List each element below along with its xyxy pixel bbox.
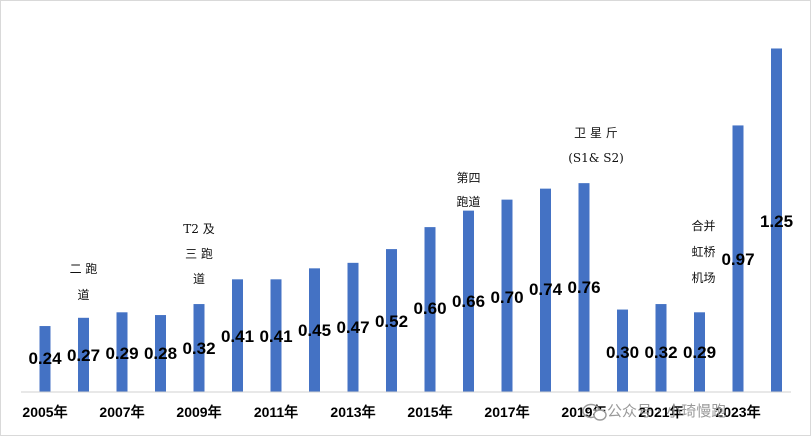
annotation-line: 道 — [77, 288, 89, 302]
annotation-line: 第四 — [456, 171, 480, 185]
x-tick-label: 2013年 — [330, 404, 375, 420]
x-tick-label: 2009年 — [176, 404, 221, 420]
data-label: 0.47 — [336, 318, 369, 337]
bar-2008年 — [155, 315, 166, 392]
bar-2009年 — [193, 304, 205, 392]
x-tick-label: 2007年 — [99, 404, 144, 420]
bar-2012年 — [309, 268, 320, 392]
annotation-line: 卫 星 斤 — [574, 126, 618, 140]
x-tick-label: 2017年 — [484, 404, 529, 420]
bar-2021年 — [655, 304, 667, 392]
bar-2018年 — [540, 188, 551, 392]
bar-2015年 — [424, 227, 436, 392]
data-label: 1.25 — [760, 212, 793, 231]
annotation-line: 机场 — [691, 271, 715, 285]
chat-bubble-icon — [582, 403, 607, 421]
x-tick-label: 2023年 — [715, 404, 760, 420]
data-label: 0.41 — [259, 327, 292, 346]
bar-2022年 — [694, 312, 705, 392]
x-tick-label: 2011年 — [254, 404, 298, 420]
data-label: 0.28 — [144, 344, 177, 363]
data-label: 0.66 — [452, 292, 485, 311]
bar-2013年 — [347, 262, 359, 392]
data-labels-layer: 0.24 0.27 0.29 0.28 0.32 0.41 0.41 0.45 0.47 0.52… — [28, 212, 793, 368]
data-label: 0.29 — [105, 344, 138, 363]
bar-2006年 — [78, 317, 89, 392]
data-label: 0.60 — [413, 299, 446, 318]
data-label: 0.32 — [182, 339, 215, 358]
bar-2011年 — [270, 279, 282, 392]
annotation: 卫 星 斤 (S1& S2) — [568, 126, 624, 165]
bar-2007年 — [116, 312, 128, 392]
bar-2017年 — [501, 199, 513, 392]
annotation-line: 道 — [193, 272, 205, 286]
x-tick-label: 2021年 — [638, 404, 683, 420]
data-label: 0.52 — [375, 312, 408, 331]
annotation-line: 虹桥 — [691, 245, 715, 259]
annotation-line: 三 跑 — [185, 247, 213, 261]
annotation-line: 二 跑 — [70, 262, 98, 276]
bar-2010年 — [232, 279, 243, 392]
data-label: 0.45 — [298, 321, 331, 340]
annotation-line: 跑道 — [456, 195, 480, 209]
annotation: 二 跑道 — [70, 262, 98, 302]
data-label: 0.97 — [721, 250, 754, 269]
bar-2016年 — [463, 210, 474, 392]
bars-layer — [39, 48, 782, 393]
data-label: 0.70 — [490, 288, 523, 307]
data-label: 0.24 — [28, 349, 62, 368]
annotation-line: 合并 — [691, 218, 715, 233]
bar-2014年 — [386, 249, 397, 392]
bar-2023年 — [732, 125, 744, 392]
data-label: 0.27 — [67, 346, 100, 365]
bar-2019年 — [578, 183, 590, 392]
x-tick-labels: 2005年 2007年 2009年 2011年 2013年 2015年 2017年 2019年… — [22, 404, 760, 420]
data-label: 0.30 — [606, 343, 639, 362]
bar-2005年 — [39, 326, 51, 392]
annotation-line: T2 及 — [183, 222, 214, 236]
data-label: 0.32 — [644, 343, 677, 362]
x-tick-label: 2015年 — [407, 404, 452, 420]
data-label: 0.41 — [221, 327, 254, 346]
watermark-text: 公众号 · 小琦慢跑 — [607, 402, 726, 420]
x-tick-label: 2005年 — [22, 404, 67, 420]
annotation-line: (S1& S2) — [568, 151, 624, 165]
annotation: T2 及三 跑道 — [183, 222, 214, 286]
bar-2020年 — [617, 309, 628, 392]
data-label: 0.29 — [683, 343, 716, 362]
data-label: 0.76 — [567, 278, 600, 297]
bar-2024年 — [771, 48, 782, 393]
data-label: 0.74 — [529, 280, 563, 299]
watermark: 公众号 · 小琦慢跑 — [582, 402, 726, 421]
